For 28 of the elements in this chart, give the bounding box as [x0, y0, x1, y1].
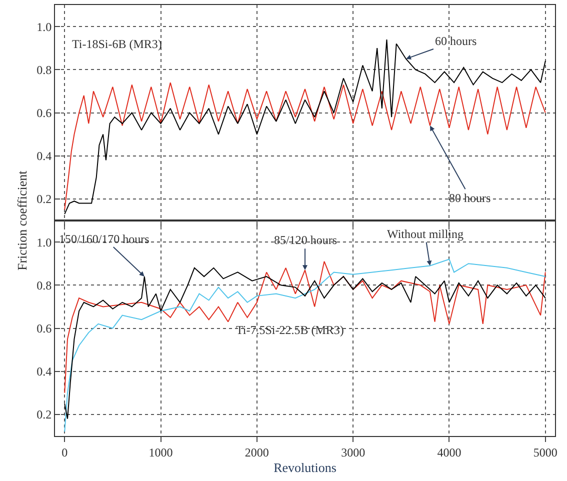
y-tick-label: 0.8 [36, 278, 52, 292]
annotation: 150/160/170 hours [59, 232, 150, 246]
y-tick-label: 0.4 [36, 364, 52, 379]
annotation: 85/120 hours [274, 233, 338, 247]
line-series [64, 38, 546, 215]
annotation: Ti-7.5Si-22.5B (MR3) [236, 323, 344, 337]
x-tick-label: 4000 [437, 445, 462, 460]
x-tick-label: 5000 [533, 445, 558, 460]
y-tick-label: 0.8 [36, 62, 52, 77]
y-tick-label: 0.4 [36, 149, 52, 164]
x-tick-label: 3000 [341, 445, 366, 460]
annotation: Without milling [387, 227, 464, 241]
annotation: 60 hours [435, 34, 477, 48]
y-axis-title: Friction coefficient [14, 170, 30, 270]
x-axis-title: Revolutions [274, 460, 336, 475]
y-tick-label: 0.2 [36, 408, 52, 422]
y-tick-label: 0.2 [36, 192, 52, 206]
line-series [64, 82, 546, 210]
y-tick-label: 0.6 [36, 106, 52, 120]
y-tick-label: 0.6 [36, 321, 52, 336]
y-tick-label: 1.0 [36, 235, 52, 250]
x-tick-label: 1000 [148, 445, 173, 460]
annotation: 80 hours [449, 191, 491, 205]
x-tick-label: 0 [62, 445, 68, 460]
line-series [64, 260, 546, 394]
y-tick-label: 1.0 [36, 20, 52, 34]
x-tick-label: 2000 [244, 445, 269, 460]
annotation: Ti-18Si-6B (MR3) [72, 37, 162, 51]
